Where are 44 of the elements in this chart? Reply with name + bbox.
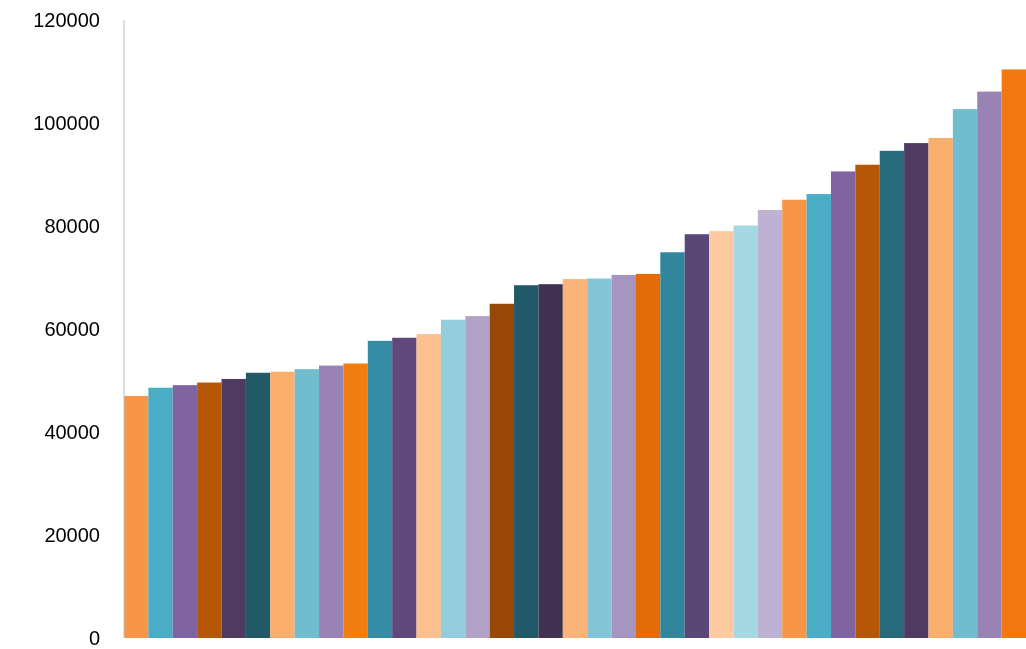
bar [757, 210, 783, 638]
bar [294, 369, 320, 638]
bar [977, 91, 1002, 638]
bar [221, 378, 246, 638]
bar [562, 279, 588, 638]
bar [124, 395, 149, 638]
bar [392, 337, 417, 638]
bar [245, 372, 271, 638]
bar [782, 199, 807, 638]
bar [684, 234, 710, 638]
y-tick-label: 20000 [44, 524, 100, 546]
bar [197, 382, 222, 638]
y-tick-label: 40000 [44, 421, 100, 443]
bar [855, 164, 880, 638]
bar [806, 194, 831, 638]
bar [611, 274, 636, 638]
bar [1001, 69, 1026, 638]
y-tick-label: 120000 [33, 9, 100, 31]
bar [514, 285, 539, 638]
bar [660, 252, 685, 638]
bar [416, 334, 441, 638]
y-tick-label: 80000 [44, 215, 100, 237]
bar [733, 225, 758, 638]
bar [587, 278, 612, 638]
bar [830, 171, 856, 638]
bar [440, 319, 466, 638]
bar [172, 385, 198, 638]
y-tick-label: 60000 [44, 318, 100, 340]
bar [465, 316, 490, 638]
bar [319, 365, 344, 638]
bar [928, 137, 953, 638]
bar [367, 340, 393, 638]
bar [635, 273, 661, 638]
y-tick-label: 0 [88, 627, 100, 649]
bar [904, 143, 929, 638]
y-tick-label: 100000 [33, 112, 100, 134]
bar [879, 150, 905, 638]
bar [952, 109, 978, 638]
bar [343, 363, 368, 638]
bar [148, 387, 173, 638]
bar [270, 371, 295, 638]
bar [538, 284, 563, 638]
bar [709, 231, 734, 638]
bar [489, 303, 515, 638]
